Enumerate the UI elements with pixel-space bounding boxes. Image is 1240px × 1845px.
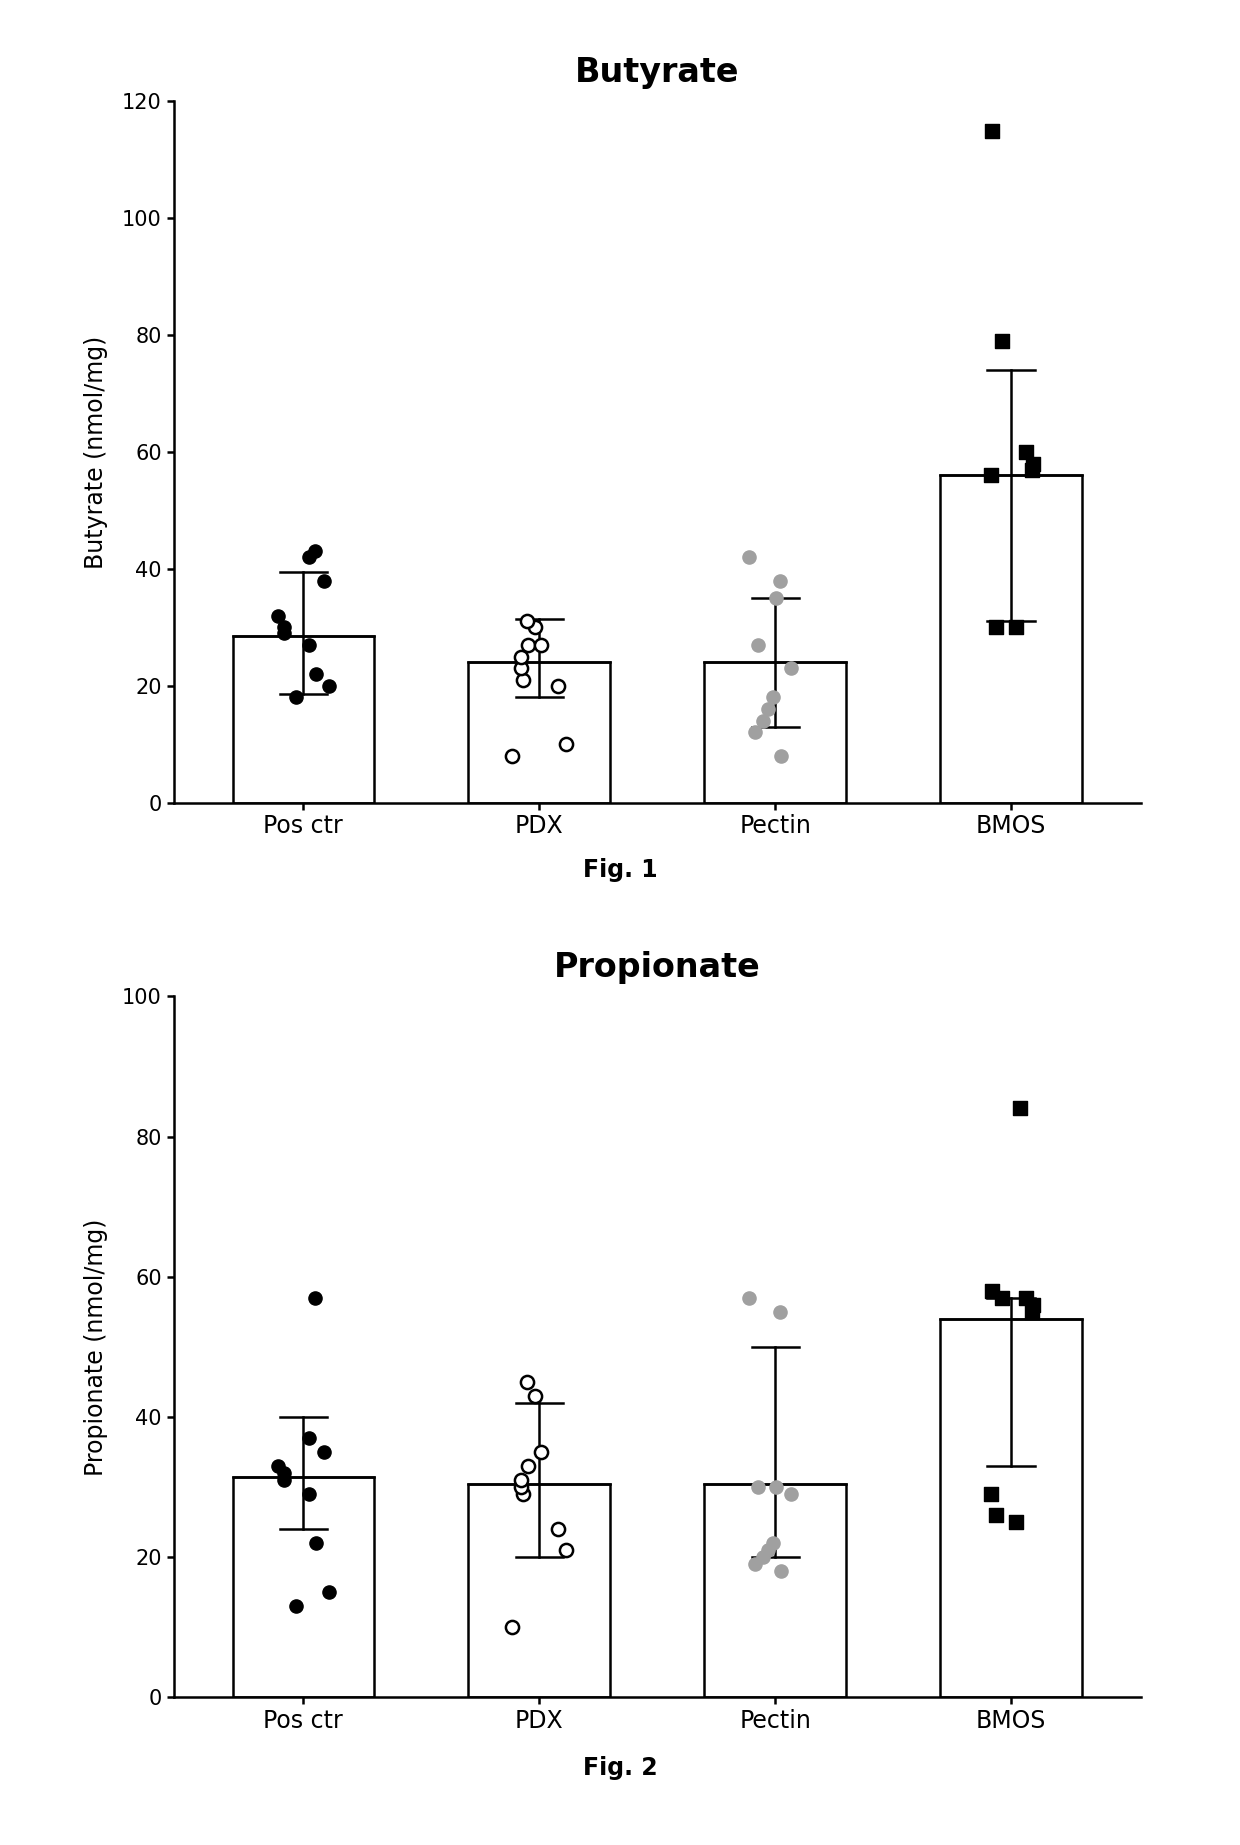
Point (314, 1437, 334, 1467)
Point (1016, 1282, 1035, 1312)
Point (1022, 1297, 1042, 1327)
Point (1023, 1290, 1043, 1319)
Point (305, 1282, 325, 1312)
Point (511, 642, 531, 672)
Point (548, 1515, 568, 1544)
Point (766, 583, 786, 613)
Point (531, 631, 551, 661)
Point (299, 1422, 319, 1452)
Point (306, 1528, 326, 1557)
Point (513, 666, 533, 696)
Text: Fig. 1: Fig. 1 (583, 858, 657, 882)
Point (517, 1367, 537, 1397)
Y-axis label: Propionate (nmol/mg): Propionate (nmol/mg) (84, 1218, 108, 1476)
Point (981, 461, 1001, 491)
Point (306, 659, 326, 688)
Point (992, 1282, 1012, 1312)
Bar (940, 476, 1081, 803)
Point (981, 1480, 1001, 1509)
Point (274, 1458, 294, 1487)
Point (511, 653, 531, 683)
Point (982, 1277, 1002, 1306)
Bar (940, 1319, 1081, 1697)
Point (1009, 1094, 1029, 1124)
Bar (704, 662, 846, 803)
Point (758, 694, 777, 723)
Point (518, 631, 538, 661)
Point (763, 683, 782, 712)
Point (992, 327, 1012, 356)
Point (754, 1542, 774, 1572)
Point (982, 116, 1002, 146)
Point (268, 601, 288, 631)
Point (754, 707, 774, 736)
Point (1006, 613, 1025, 642)
Bar (233, 1476, 374, 1697)
Point (511, 1472, 531, 1502)
Point (502, 742, 522, 771)
Point (556, 729, 575, 758)
Bar (469, 662, 610, 803)
Point (745, 718, 765, 747)
Point (986, 1500, 1006, 1530)
Point (517, 607, 537, 637)
Point (513, 1480, 533, 1509)
Text: Fig. 2: Fig. 2 (583, 1756, 657, 1780)
Point (268, 1452, 288, 1482)
Point (319, 1577, 339, 1607)
Bar (233, 637, 374, 803)
Point (986, 613, 1006, 642)
Point (748, 631, 768, 661)
Point (1006, 1507, 1025, 1537)
Point (305, 537, 325, 566)
Point (781, 653, 801, 683)
Point (299, 1480, 319, 1509)
Point (286, 1592, 306, 1622)
Point (748, 1472, 768, 1502)
Point (274, 1465, 294, 1494)
Point (502, 1613, 522, 1642)
Y-axis label: Butyrate (nmol/mg): Butyrate (nmol/mg) (84, 336, 108, 568)
Point (771, 1557, 791, 1587)
Point (556, 1535, 575, 1565)
Point (299, 542, 319, 572)
Point (766, 1472, 786, 1502)
Point (739, 1282, 759, 1312)
Point (771, 742, 791, 771)
Point (531, 1437, 551, 1467)
Point (526, 1382, 546, 1411)
Bar (704, 1483, 846, 1697)
Point (745, 1550, 765, 1579)
Point (274, 613, 294, 642)
Point (518, 1452, 538, 1482)
Point (319, 672, 339, 701)
Point (1023, 448, 1043, 478)
Point (526, 613, 546, 642)
Title: Butyrate: Butyrate (575, 55, 739, 89)
Point (763, 1528, 782, 1557)
Point (274, 618, 294, 648)
Point (548, 672, 568, 701)
Point (770, 1297, 790, 1327)
Point (739, 542, 759, 572)
Point (1016, 437, 1035, 467)
Point (781, 1480, 801, 1509)
Point (1022, 456, 1042, 485)
Title: Propionate: Propionate (554, 950, 760, 983)
Bar (469, 1483, 610, 1697)
Point (758, 1535, 777, 1565)
Point (286, 683, 306, 712)
Point (299, 631, 319, 661)
Point (511, 1465, 531, 1494)
Point (770, 566, 790, 596)
Point (314, 566, 334, 596)
